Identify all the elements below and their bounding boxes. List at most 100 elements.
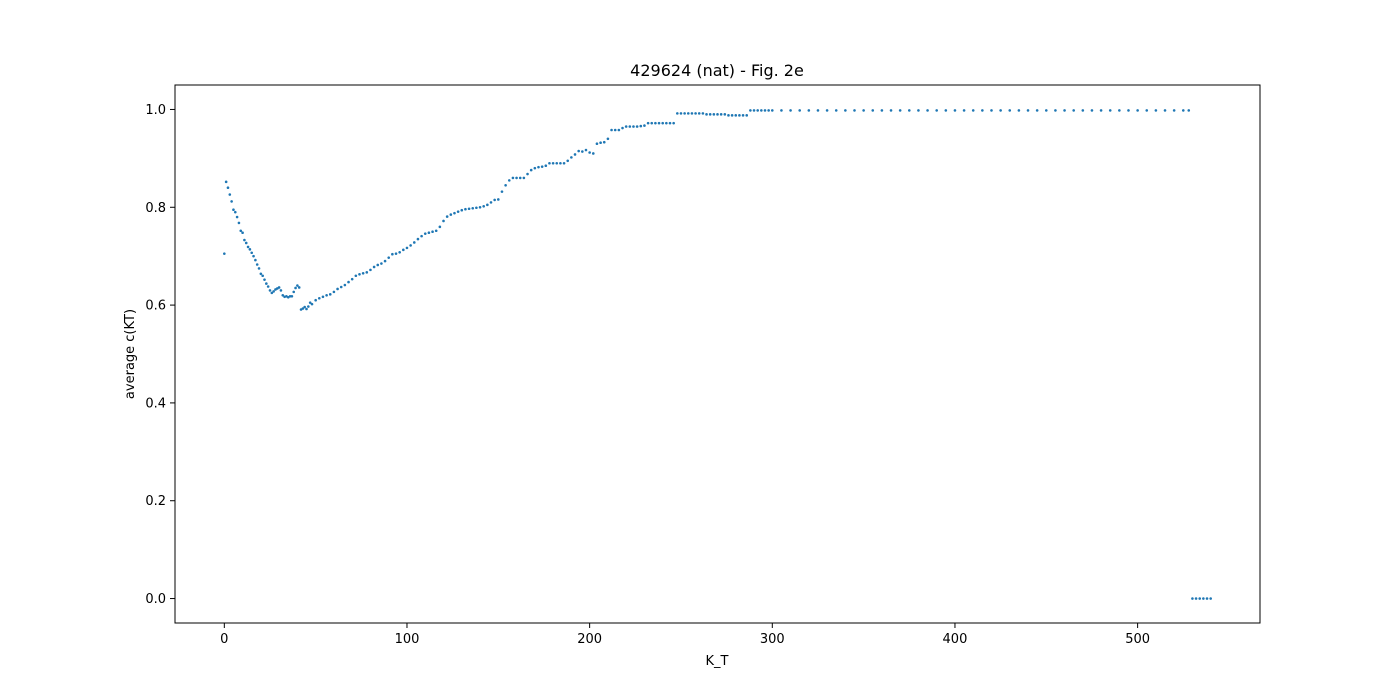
data-point xyxy=(1163,109,1167,112)
data-point xyxy=(239,229,243,233)
data-point xyxy=(1145,109,1149,112)
data-point xyxy=(1154,109,1158,112)
data-point xyxy=(1136,109,1139,112)
data-point xyxy=(646,121,650,125)
data-point xyxy=(265,282,268,285)
data-point xyxy=(402,248,405,252)
data-point xyxy=(230,200,233,203)
data-point xyxy=(719,113,723,116)
data-point xyxy=(548,161,551,165)
data-point xyxy=(486,203,489,207)
data-point xyxy=(962,109,966,112)
data-point xyxy=(478,205,482,209)
data-point xyxy=(489,201,493,204)
data-point xyxy=(577,149,580,153)
data-point xyxy=(694,112,697,115)
data-point xyxy=(460,208,464,212)
data-point xyxy=(712,113,716,116)
data-point xyxy=(266,285,270,288)
data-point xyxy=(431,230,434,234)
data-point xyxy=(438,225,442,229)
data-point xyxy=(834,109,838,112)
data-point xyxy=(297,286,301,289)
data-point xyxy=(235,215,239,219)
data-point xyxy=(1172,109,1176,112)
data-point xyxy=(453,211,456,215)
data-point xyxy=(1194,597,1198,600)
data-point xyxy=(354,274,358,278)
data-point xyxy=(990,109,993,112)
data-point xyxy=(279,289,283,292)
data-point xyxy=(935,109,938,112)
data-point xyxy=(573,153,577,156)
y-axis-label: average c(KT) xyxy=(123,309,138,399)
data-point xyxy=(243,238,246,242)
x-tick-label: 300 xyxy=(760,632,785,647)
data-point xyxy=(434,229,438,233)
plot-frame xyxy=(174,84,1261,624)
data-point xyxy=(518,176,522,180)
chart-title: 429624 (nat) - Fig. 2e xyxy=(630,61,804,80)
data-point xyxy=(1191,597,1194,600)
data-point xyxy=(683,112,686,115)
data-point xyxy=(254,258,257,262)
data-point xyxy=(339,285,343,289)
data-point xyxy=(738,114,741,117)
data-point xyxy=(1035,109,1039,112)
data-point xyxy=(730,114,734,117)
data-point xyxy=(602,140,606,144)
data-point xyxy=(763,109,767,112)
data-point xyxy=(657,121,661,125)
data-point xyxy=(1008,109,1012,112)
data-point xyxy=(493,198,496,202)
data-point xyxy=(595,142,599,145)
data-point xyxy=(999,109,1002,112)
data-point xyxy=(1198,597,1202,600)
data-point xyxy=(610,128,613,132)
data-point xyxy=(246,245,250,249)
data-point xyxy=(500,190,504,193)
data-point xyxy=(752,109,756,112)
y-tick-label: 0.0 xyxy=(145,592,166,607)
data-point xyxy=(391,252,394,256)
data-point xyxy=(844,109,847,112)
data-point xyxy=(749,109,752,112)
data-point xyxy=(398,250,401,254)
data-point xyxy=(497,198,500,201)
data-points xyxy=(223,109,1212,600)
data-point xyxy=(716,113,719,116)
data-point xyxy=(668,121,672,125)
data-point xyxy=(482,204,485,208)
data-point xyxy=(270,291,274,295)
data-point xyxy=(559,161,562,165)
data-point xyxy=(467,207,471,211)
data-point xyxy=(537,165,540,169)
data-point xyxy=(628,125,632,128)
data-point xyxy=(350,277,354,281)
data-point xyxy=(1108,109,1112,112)
data-point xyxy=(237,221,241,225)
data-point xyxy=(780,109,783,112)
data-point xyxy=(617,128,621,132)
data-point xyxy=(686,112,690,115)
data-point xyxy=(1026,109,1030,112)
data-point xyxy=(570,156,573,159)
data-point xyxy=(635,125,639,128)
data-point xyxy=(705,113,708,116)
data-point xyxy=(233,210,237,214)
data-point xyxy=(708,113,712,116)
data-point xyxy=(789,109,792,112)
data-point xyxy=(522,176,526,180)
data-point xyxy=(332,290,336,294)
data-point xyxy=(301,307,305,310)
data-point xyxy=(1044,109,1048,112)
data-point xyxy=(760,109,763,112)
data-point xyxy=(1127,109,1130,112)
data-point xyxy=(971,109,975,112)
data-point xyxy=(445,215,449,218)
data-point xyxy=(365,271,369,274)
data-point xyxy=(672,121,675,125)
data-point xyxy=(442,219,445,223)
data-point xyxy=(1187,109,1191,112)
data-point xyxy=(248,248,252,251)
